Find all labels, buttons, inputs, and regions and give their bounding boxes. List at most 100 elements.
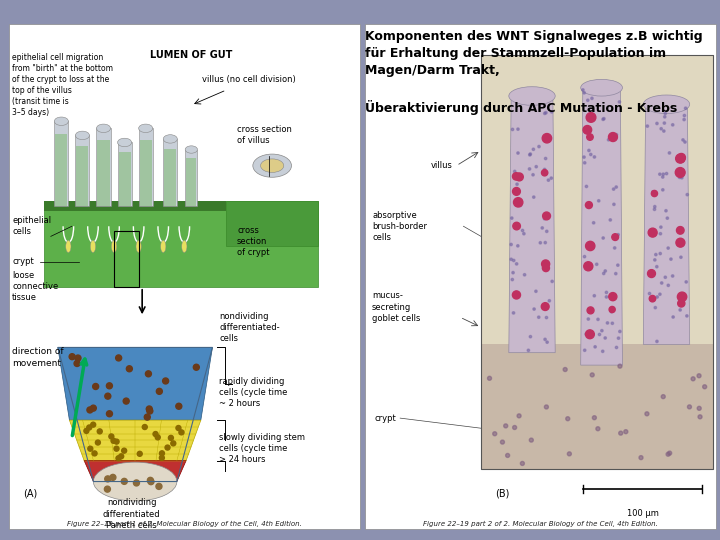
- Circle shape: [654, 306, 657, 309]
- Circle shape: [529, 335, 531, 338]
- Circle shape: [105, 393, 111, 399]
- Circle shape: [678, 300, 685, 307]
- Circle shape: [602, 237, 604, 239]
- Circle shape: [165, 445, 170, 450]
- Polygon shape: [581, 87, 623, 365]
- Circle shape: [647, 269, 655, 278]
- Circle shape: [663, 122, 665, 124]
- Circle shape: [110, 475, 116, 481]
- Circle shape: [653, 208, 656, 211]
- Circle shape: [615, 133, 618, 136]
- Circle shape: [544, 112, 546, 114]
- Text: nondividing
differentiated-
cells: nondividing differentiated- cells: [220, 312, 280, 343]
- Circle shape: [492, 432, 497, 436]
- Text: slowly dividing stem
cells (cycle time
> 24 hours: slowly dividing stem cells (cycle time >…: [220, 433, 305, 464]
- Circle shape: [668, 152, 670, 154]
- Circle shape: [538, 145, 540, 148]
- Bar: [185, 150, 197, 206]
- Circle shape: [148, 477, 153, 483]
- Circle shape: [648, 228, 657, 237]
- Ellipse shape: [581, 79, 623, 96]
- Circle shape: [193, 364, 199, 370]
- Bar: [140, 140, 152, 206]
- Text: crypt: crypt: [375, 414, 397, 423]
- Circle shape: [516, 262, 518, 265]
- Circle shape: [602, 118, 604, 120]
- Ellipse shape: [112, 240, 117, 253]
- Circle shape: [145, 371, 151, 377]
- Circle shape: [678, 153, 685, 161]
- Circle shape: [667, 451, 672, 455]
- Ellipse shape: [185, 146, 197, 153]
- Circle shape: [654, 253, 657, 256]
- Circle shape: [618, 330, 621, 333]
- Circle shape: [159, 451, 164, 456]
- Text: direction of
movement: direction of movement: [12, 347, 64, 368]
- Circle shape: [515, 291, 518, 294]
- Circle shape: [618, 101, 621, 103]
- Circle shape: [664, 276, 667, 279]
- Text: 100 μm: 100 μm: [626, 509, 659, 518]
- Text: loose
connective
tissue: loose connective tissue: [12, 271, 58, 302]
- Circle shape: [551, 111, 553, 113]
- Circle shape: [682, 139, 684, 141]
- Circle shape: [593, 221, 595, 224]
- Circle shape: [609, 306, 615, 313]
- Circle shape: [513, 312, 515, 314]
- Circle shape: [107, 411, 112, 417]
- Circle shape: [90, 405, 96, 411]
- Text: (B): (B): [495, 489, 510, 499]
- Circle shape: [147, 408, 153, 414]
- Bar: [117, 143, 132, 206]
- Circle shape: [604, 270, 606, 272]
- Circle shape: [528, 168, 531, 170]
- Circle shape: [541, 302, 549, 310]
- Bar: [96, 129, 111, 206]
- Circle shape: [517, 414, 521, 418]
- Polygon shape: [58, 347, 212, 420]
- Ellipse shape: [509, 87, 555, 105]
- Circle shape: [500, 440, 505, 444]
- Circle shape: [111, 438, 116, 443]
- Circle shape: [685, 315, 688, 317]
- Circle shape: [545, 111, 547, 114]
- Circle shape: [159, 455, 164, 460]
- Circle shape: [587, 318, 590, 320]
- Circle shape: [583, 255, 585, 258]
- Circle shape: [539, 241, 541, 244]
- Bar: [139, 129, 153, 206]
- Text: epithelial cell migration
from "birth" at the bottom
of the crypt to loss at the: epithelial cell migration from "birth" a…: [12, 52, 113, 117]
- Circle shape: [659, 293, 661, 295]
- Circle shape: [601, 350, 604, 353]
- Circle shape: [171, 441, 176, 446]
- Circle shape: [544, 157, 546, 160]
- Circle shape: [606, 296, 608, 298]
- Circle shape: [583, 349, 586, 352]
- Circle shape: [75, 355, 81, 361]
- Bar: [164, 149, 176, 206]
- Circle shape: [662, 173, 665, 176]
- Circle shape: [618, 364, 622, 368]
- Circle shape: [516, 173, 523, 181]
- Polygon shape: [509, 96, 555, 353]
- Circle shape: [672, 275, 674, 277]
- Circle shape: [586, 112, 596, 122]
- Circle shape: [529, 438, 534, 442]
- Circle shape: [616, 346, 618, 349]
- Circle shape: [617, 337, 620, 339]
- Circle shape: [148, 478, 154, 485]
- Circle shape: [544, 241, 546, 244]
- Circle shape: [583, 125, 592, 134]
- Circle shape: [535, 165, 537, 168]
- Ellipse shape: [54, 117, 68, 125]
- Circle shape: [609, 219, 611, 221]
- Ellipse shape: [261, 159, 284, 172]
- Circle shape: [517, 128, 519, 130]
- Bar: [481, 55, 713, 469]
- Circle shape: [538, 316, 540, 319]
- Circle shape: [114, 439, 119, 444]
- Circle shape: [588, 149, 590, 152]
- Circle shape: [510, 244, 513, 246]
- Circle shape: [511, 128, 514, 131]
- Circle shape: [544, 168, 546, 171]
